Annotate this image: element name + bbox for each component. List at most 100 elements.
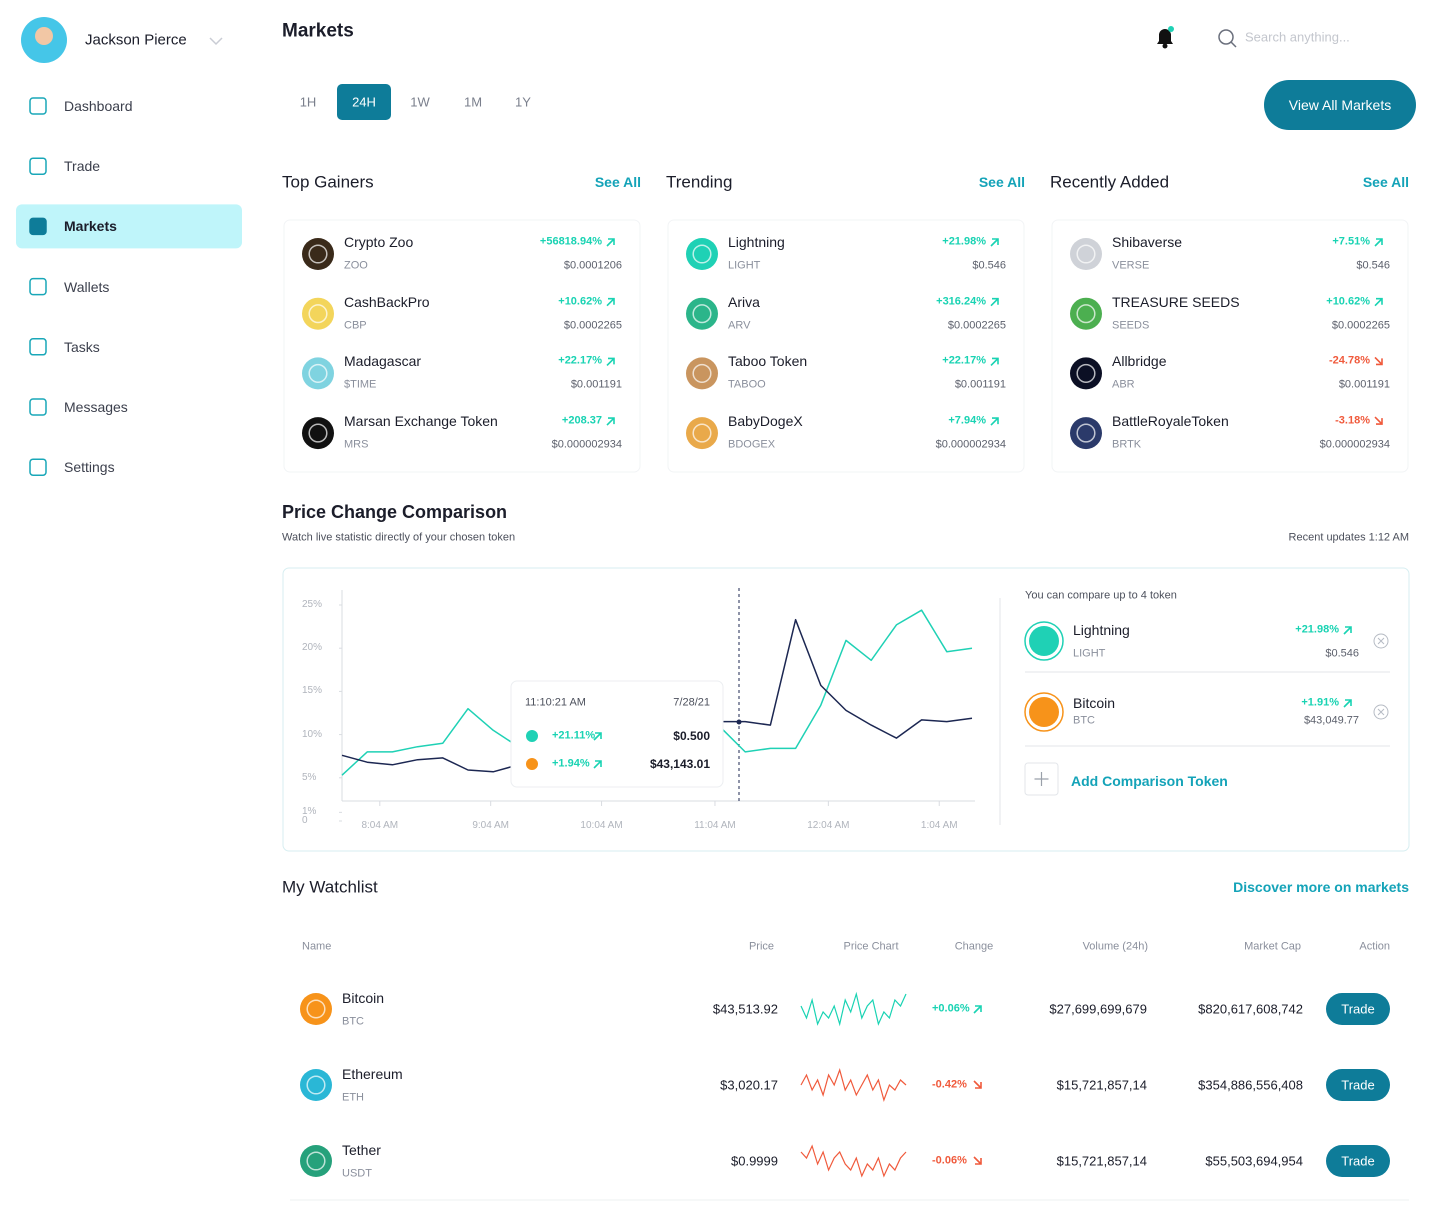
- token-name[interactable]: Shibaverse: [1112, 234, 1183, 250]
- discover-link[interactable]: Discover more on markets: [1233, 879, 1409, 895]
- token-price: $0.000002934: [551, 438, 622, 451]
- see-all-link[interactable]: See All: [594, 174, 641, 190]
- comparison-card: [282, 567, 1410, 852]
- token-name[interactable]: TREASURE SEEDS: [1112, 293, 1240, 310]
- nav-item[interactable]: Trade: [64, 158, 101, 175]
- y-tick-label: 20%: [302, 642, 323, 654]
- tooltip-date: 7/28/21: [673, 696, 710, 709]
- trend-arrow: [990, 297, 999, 307]
- token-logo-ring: [692, 304, 712, 324]
- nav-item[interactable]: Messages: [64, 399, 128, 415]
- token-logo-ring: [306, 1151, 326, 1171]
- token-name[interactable]: Marsan Exchange Token: [344, 413, 498, 430]
- token-name[interactable]: BabyDogeX: [728, 413, 803, 430]
- token-price: $43,513.92: [712, 1001, 778, 1017]
- timeframe-button[interactable]: 24H: [352, 94, 376, 110]
- view-all-button[interactable]: [1264, 80, 1416, 130]
- remove-token[interactable]: [1373, 704, 1389, 720]
- token-change: +0.06%: [932, 1002, 970, 1015]
- token-name[interactable]: Allbridge: [1112, 353, 1167, 370]
- token-name[interactable]: Tether: [342, 1142, 381, 1158]
- token-name[interactable]: Crypto Zoo: [344, 234, 414, 250]
- token-name[interactable]: CashBackPro: [344, 293, 430, 310]
- list-card: [667, 219, 1025, 473]
- token-logo: [1070, 297, 1102, 330]
- token-symbol: BRTK: [1112, 438, 1142, 451]
- token-symbol: ABR: [1112, 378, 1135, 391]
- token-change: -24.78%: [1329, 354, 1370, 367]
- token-price: $0.001191: [570, 378, 622, 391]
- trend-arrow: [606, 417, 615, 426]
- trend-arrow: [606, 297, 615, 307]
- token-price: $0.546: [1325, 647, 1359, 660]
- trend-arrow: [606, 238, 615, 247]
- token-change: +56818.94%: [539, 235, 602, 248]
- timeframe-button[interactable]: 1W: [410, 94, 430, 110]
- token-logo: [302, 417, 334, 450]
- page-title: Markets: [282, 20, 354, 42]
- token-logo: [302, 297, 334, 330]
- token-name[interactable]: Ethereum: [342, 1066, 403, 1082]
- token-logo: [1070, 417, 1102, 450]
- see-all-link[interactable]: See All: [978, 174, 1025, 190]
- token-name[interactable]: BattleRoyaleToken: [1112, 413, 1229, 430]
- timeframe-button[interactable]: 1M: [463, 94, 483, 110]
- trend-arrow: [973, 1156, 982, 1165]
- y-tick-label: 1%: [302, 806, 317, 818]
- add-token-link[interactable]: Add Comparison Token: [1071, 773, 1228, 789]
- token-symbol: ETH: [342, 1091, 364, 1104]
- x-tick-label: 11:04 AM: [694, 820, 736, 831]
- remove-token[interactable]: [1373, 633, 1389, 649]
- column-header: Name: [302, 940, 332, 953]
- trade-button[interactable]: [1326, 993, 1390, 1025]
- token-change: +316.24%: [936, 295, 986, 308]
- token-logo: [686, 238, 718, 270]
- avatar-face: [35, 27, 53, 45]
- list-title: Top Gainers: [282, 172, 374, 192]
- add-token-button[interactable]: [1024, 762, 1059, 796]
- trade-button[interactable]: Trade: [1341, 1077, 1375, 1093]
- token-logo-ring: [1076, 244, 1096, 264]
- timeframe-button[interactable]: 1H: [299, 94, 317, 110]
- nav-item[interactable]: Settings: [64, 459, 115, 476]
- timeframe-button[interactable]: 1Y: [515, 94, 531, 110]
- token-logo-ring: [306, 1075, 326, 1095]
- token-logo: [686, 297, 718, 330]
- timeframe-active-bg[interactable]: [337, 84, 391, 120]
- view-all-button[interactable]: View All Markets: [1288, 97, 1392, 113]
- bell[interactable]: [1157, 26, 1174, 49]
- token-price: $0.0002265: [947, 319, 1006, 332]
- token-price: $0.001191: [1338, 378, 1390, 391]
- token-logo: [302, 357, 334, 390]
- x-tick-label: 1:04 AM: [920, 820, 958, 831]
- token-logo-ring: [692, 363, 712, 383]
- user-dropdown[interactable]: [209, 37, 223, 46]
- trade-button[interactable]: Trade: [1341, 1153, 1375, 1169]
- nav-icon: [29, 338, 47, 356]
- trade-button[interactable]: Trade: [1341, 1001, 1375, 1017]
- trade-button[interactable]: [1326, 1069, 1390, 1101]
- nav-item[interactable]: Dashboard: [64, 98, 133, 114]
- trade-button[interactable]: [1326, 1145, 1390, 1177]
- token-logo: [1070, 238, 1102, 270]
- token-name[interactable]: Ariva: [728, 293, 760, 310]
- search-input[interactable]: Search anything...: [1245, 29, 1350, 45]
- see-all-link[interactable]: See All: [1362, 174, 1409, 190]
- nav-icon: [29, 97, 47, 115]
- nav-item[interactable]: Tasks: [64, 338, 100, 355]
- token-logo: [300, 993, 332, 1025]
- token-name[interactable]: Madagascar: [344, 353, 422, 370]
- token-symbol: ZOO: [344, 259, 368, 272]
- nav-item[interactable]: Wallets: [64, 278, 110, 295]
- token-change: +7.51%: [1332, 235, 1370, 248]
- search-icon[interactable]: [1218, 29, 1237, 48]
- section-title: My Watchlist: [282, 877, 378, 897]
- token-market-cap: $354,886,556,408: [1198, 1077, 1303, 1093]
- token-name[interactable]: Taboo Token: [728, 353, 808, 370]
- token-symbol: USDT: [342, 1167, 372, 1180]
- nav-item[interactable]: Markets: [64, 218, 117, 235]
- token-name[interactable]: Bitcoin: [342, 990, 385, 1006]
- token-name[interactable]: Lightning: [728, 234, 785, 250]
- nav-icon: [29, 217, 47, 236]
